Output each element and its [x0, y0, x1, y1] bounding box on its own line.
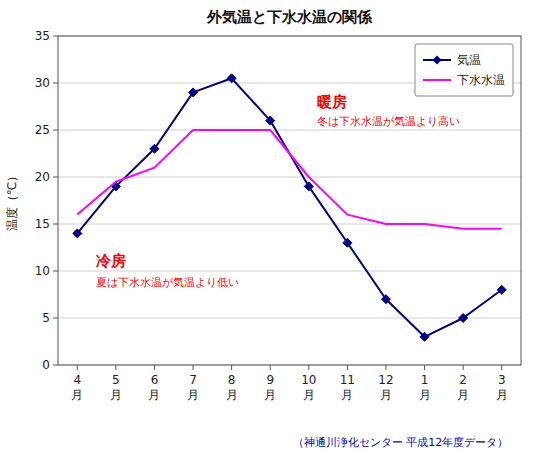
annotation: 冬は下水水温が気温より高い — [317, 115, 460, 128]
annotation: 夏は下水水温が気温より低い — [96, 276, 239, 289]
point-marker — [189, 88, 198, 97]
x-tick-label: 8月 — [226, 373, 238, 402]
x-tick — [424, 365, 425, 370]
y-tick — [53, 318, 58, 319]
x-tick-label: 2月 — [457, 373, 469, 402]
x-tick — [308, 365, 309, 370]
y-tick — [53, 177, 58, 178]
y-tick — [53, 83, 58, 84]
x-tick — [193, 365, 194, 370]
grid-line — [58, 318, 521, 319]
y-tick — [53, 36, 58, 37]
x-tick-label: 6月 — [148, 373, 160, 402]
point-marker — [420, 332, 429, 341]
y-tick-label: 10 — [35, 264, 50, 278]
plot-frame — [58, 36, 521, 365]
x-tick — [154, 365, 155, 370]
y-tick-label: 20 — [35, 170, 50, 184]
y-tick-label: 15 — [35, 217, 50, 231]
x-tick-label: 1月 — [419, 373, 431, 402]
x-tick — [501, 365, 502, 370]
point-marker — [459, 314, 468, 323]
legend-box — [415, 44, 513, 96]
x-tick-label: 4月 — [71, 373, 83, 402]
y-axis-label: 温度（℃） — [5, 170, 19, 231]
series-group — [73, 74, 506, 342]
y-tick-label: 0 — [42, 358, 50, 372]
y-tick-label: 5 — [42, 311, 50, 325]
legend-label: 下水水温 — [457, 73, 505, 87]
x-tick-label: 3月 — [496, 373, 508, 402]
point-marker — [343, 238, 352, 247]
grid-line — [58, 271, 521, 272]
chart: 0 5 10 15 20 25 30 35 4月 5月 6月 7月 8月 9月 10月 11月 12月 1月 2月 3… — [0, 0, 535, 453]
annotation: 冷房 — [96, 252, 126, 270]
series-line — [77, 78, 501, 337]
point-marker — [227, 74, 236, 83]
x-tick-label: 12月 — [378, 373, 393, 402]
y-tick — [53, 130, 58, 131]
annotation: 暖房 — [317, 93, 347, 111]
x-tick-label: 11月 — [340, 373, 355, 402]
point-marker — [73, 229, 82, 238]
y-tick-label: 25 — [35, 123, 50, 137]
x-tick — [385, 365, 386, 370]
y-tick-label: 35 — [35, 29, 50, 43]
point-marker — [304, 182, 313, 191]
point-marker — [266, 116, 275, 125]
x-tick — [270, 365, 271, 370]
point-marker — [497, 285, 506, 294]
x-tick — [463, 365, 464, 370]
x-tick-label: 7月 — [187, 373, 199, 402]
x-tick-label: 10月 — [301, 373, 316, 402]
y-tick — [53, 271, 58, 272]
point-marker — [150, 144, 159, 153]
footer-note: （神通川浄化センター 平成12年度データ） — [293, 436, 509, 449]
point-marker — [381, 295, 390, 304]
plot-area — [58, 36, 521, 365]
y-tick — [53, 365, 58, 366]
legend: 気温下水水温 — [415, 44, 513, 96]
grid-line — [58, 224, 521, 225]
legend-label: 気温 — [457, 53, 481, 67]
x-tick — [115, 365, 116, 370]
x-tick-label: 9月 — [264, 373, 276, 402]
x-tick — [77, 365, 78, 370]
y-tick-label: 30 — [35, 76, 50, 90]
y-tick — [53, 224, 58, 225]
chart-title: 外気温と下水水温の関係 — [206, 8, 373, 26]
x-tick — [347, 365, 348, 370]
legend-swatch — [423, 79, 451, 81]
x-tick-label: 5月 — [110, 373, 122, 402]
series-line — [77, 130, 501, 229]
grid-line — [58, 130, 521, 131]
x-tick — [231, 365, 232, 370]
legend-marker — [433, 56, 442, 65]
